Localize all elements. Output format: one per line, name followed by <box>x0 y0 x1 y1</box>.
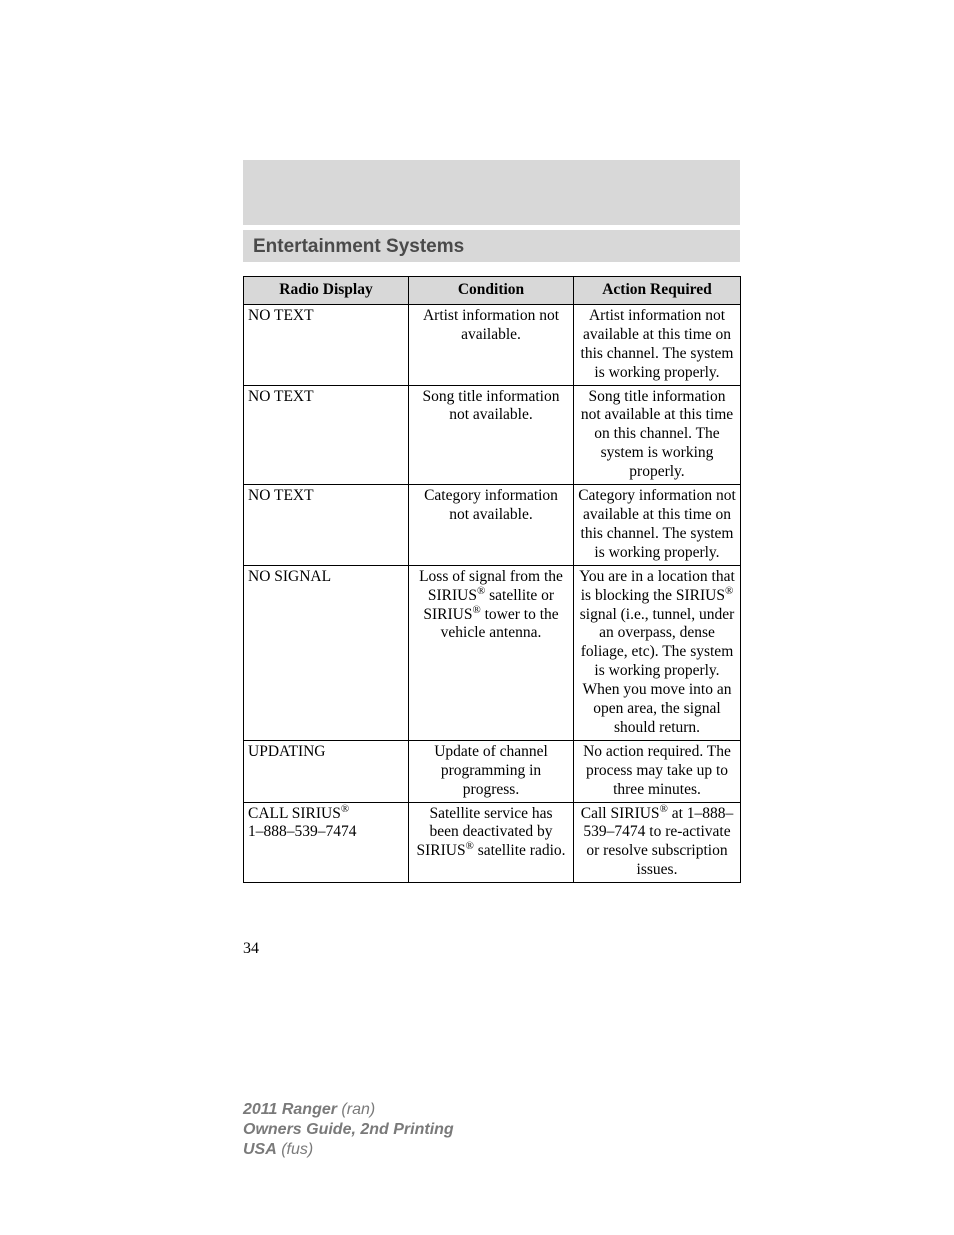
footer-line-2: Owners Guide, 2nd Printing <box>243 1120 454 1140</box>
cell-condition: Loss of signal from the SIRIUS® satellit… <box>409 565 574 740</box>
cell-condition: Satellite service has been deactivated b… <box>409 802 574 883</box>
footer-country-code: (fus) <box>277 1141 313 1158</box>
cell-action: Category information not available at th… <box>574 485 741 566</box>
page-number: 34 <box>243 940 259 958</box>
cell-condition: Category information not available. <box>409 485 574 566</box>
section-title-bar: Entertainment Systems <box>243 230 740 262</box>
cell-action: Artist information not available at this… <box>574 304 741 385</box>
cell-condition: Update of channel programming in progres… <box>409 740 574 802</box>
table-row: NO TEXTSong title information not availa… <box>244 385 741 485</box>
table-row: UPDATINGUpdate of channel programming in… <box>244 740 741 802</box>
cell-radio-display: CALL SIRIUS®1–888–539–7474 <box>244 802 409 883</box>
troubleshooting-table: Radio Display Condition Action Required … <box>243 276 741 883</box>
table-body: NO TEXTArtist information not available.… <box>244 304 741 882</box>
cell-radio-display: NO TEXT <box>244 304 409 385</box>
cell-action: No action required. The process may take… <box>574 740 741 802</box>
cell-radio-display: UPDATING <box>244 740 409 802</box>
table-row: NO TEXTCategory information not availabl… <box>244 485 741 566</box>
footer-line-1: 2011 Ranger (ran) <box>243 1100 454 1120</box>
table-header-row: Radio Display Condition Action Required <box>244 277 741 305</box>
cell-radio-display: NO SIGNAL <box>244 565 409 740</box>
cell-radio-display: NO TEXT <box>244 385 409 485</box>
cell-condition: Song title information not available. <box>409 385 574 485</box>
footer-model: 2011 Ranger <box>243 1101 337 1118</box>
col-header-radio-display: Radio Display <box>244 277 409 305</box>
section-title: Entertainment Systems <box>253 236 730 258</box>
page-content: Entertainment Systems Radio Display Cond… <box>243 160 740 883</box>
footer-line-3: USA (fus) <box>243 1140 454 1160</box>
cell-condition: Artist information not available. <box>409 304 574 385</box>
cell-action: Call SIRIUS® at 1–888–539–7474 to re-act… <box>574 802 741 883</box>
cell-action: Song title information not available at … <box>574 385 741 485</box>
table-row: NO TEXTArtist information not available.… <box>244 304 741 385</box>
col-header-action: Action Required <box>574 277 741 305</box>
top-banner <box>243 160 740 225</box>
col-header-condition: Condition <box>409 277 574 305</box>
footer-model-code: (ran) <box>337 1101 375 1118</box>
footer: 2011 Ranger (ran) Owners Guide, 2nd Prin… <box>243 1100 454 1160</box>
table-row: NO SIGNALLoss of signal from the SIRIUS®… <box>244 565 741 740</box>
footer-country: USA <box>243 1141 277 1158</box>
cell-radio-display: NO TEXT <box>244 485 409 566</box>
table-row: CALL SIRIUS®1–888–539–7474Satellite serv… <box>244 802 741 883</box>
cell-action: You are in a location that is blocking t… <box>574 565 741 740</box>
